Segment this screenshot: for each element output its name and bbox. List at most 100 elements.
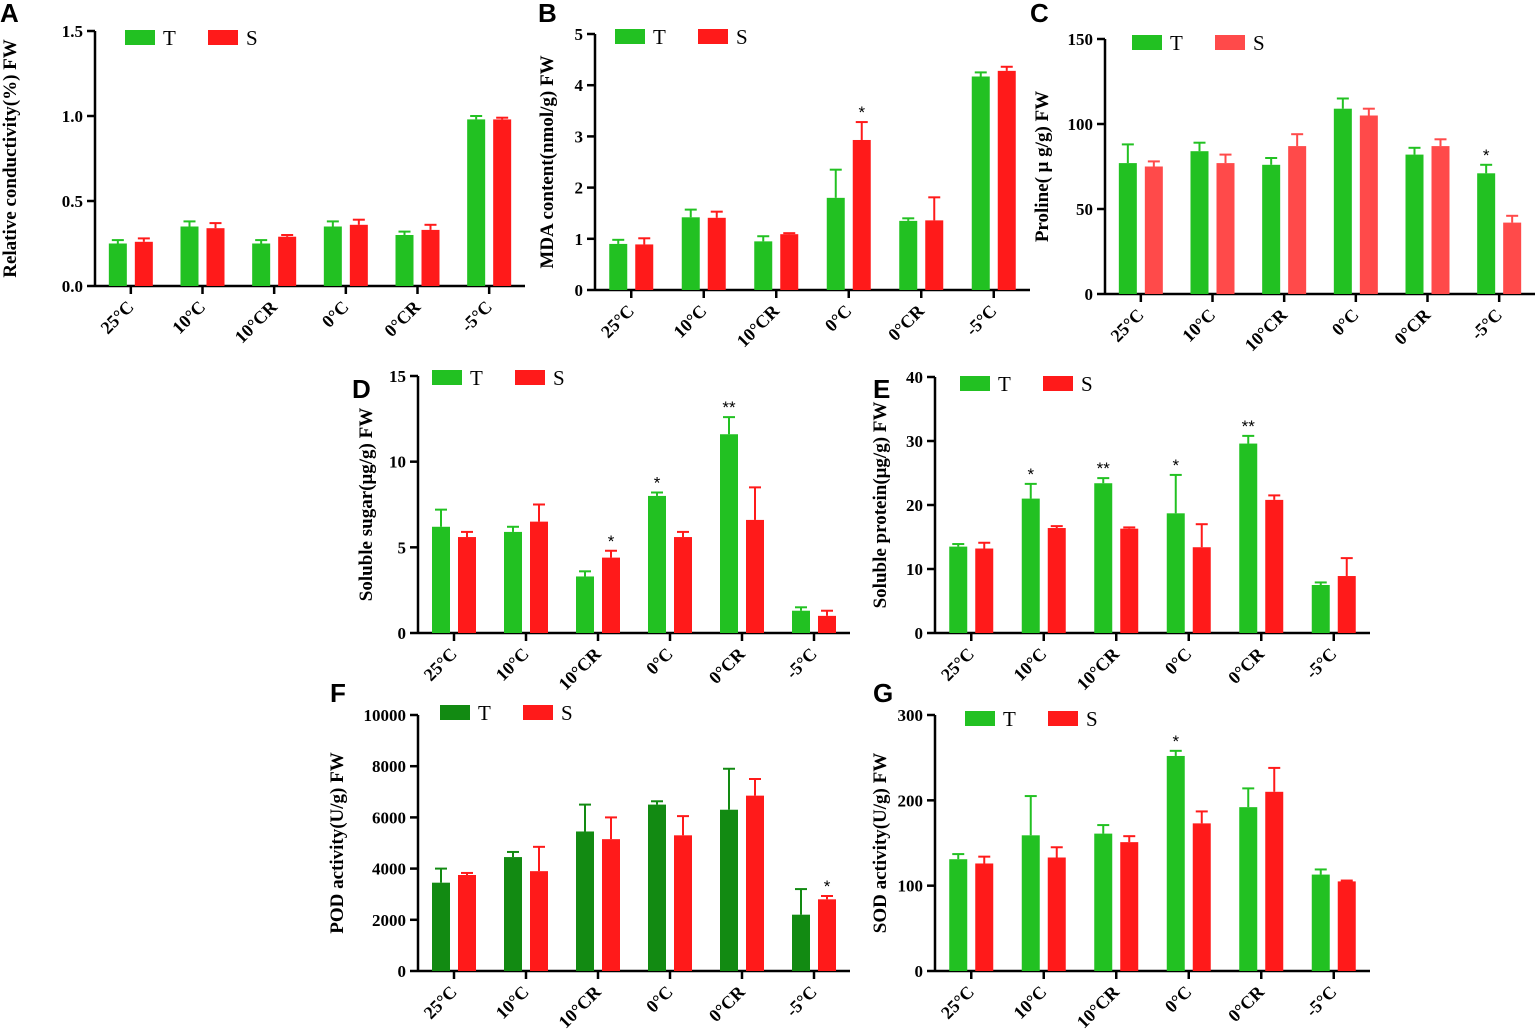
bar-t [899,220,918,290]
significance-marker: * [654,474,661,493]
panel-letter: G [873,678,893,708]
legend-label-t: T [1170,31,1183,55]
bar-t [432,526,450,633]
x-tick-label: 0°CR [884,300,929,345]
significance-marker: * [1172,456,1179,475]
bar-s [1192,823,1211,971]
x-tick-label: 10°CR [733,300,784,351]
bar-s [1503,222,1522,294]
legend-swatch-t [615,29,645,44]
x-tick-label: 0°C [318,297,353,332]
bar-t [754,241,773,290]
bar-t [720,434,738,633]
panel-letter: F [330,678,346,708]
chart-panel-f: F POD activity(U/g) FW 0 2000 4000 6000 8000 10… [327,678,850,1032]
y-tick-label: 2 [575,179,584,198]
legend-swatch-t [432,370,462,385]
x-tick-label: 0°C [1161,982,1196,1017]
y-tick-label: 20 [906,496,923,515]
significance-marker: * [824,877,831,896]
bar-t [504,531,522,633]
x-tick-label: 10°C [492,982,533,1023]
bar-t [1094,483,1113,633]
y-tick-label: 4000 [372,860,406,879]
y-tick-label: 30 [906,432,923,451]
bar-t [1333,108,1352,294]
bar-t [108,243,127,286]
bar-s [780,234,799,290]
significance-marker: * [608,532,615,551]
y-tick-label: 150 [1068,30,1094,49]
y-tick-label: 0 [915,962,924,981]
x-tick-label: 10°C [492,644,533,685]
bar-s [1047,857,1066,971]
x-tick-label: -5°C [1302,982,1341,1021]
y-tick-label: 100 [898,877,924,896]
bar-t [1262,164,1281,294]
bar-s [278,236,297,286]
y-tick-label: 1 [575,230,584,249]
bar-t [395,235,414,286]
bar-t [432,882,450,971]
x-tick-label: 10°C [1009,982,1050,1023]
bar-s [707,217,726,290]
bar-t [792,914,810,971]
significance-marker: ** [1242,417,1256,436]
chart-panel-c: C Proline( μ g/g) FW 0 50 100 150 25°C 10°C 10°C… [1030,0,1535,355]
bar-s [602,557,620,633]
x-tick-label: 10°CR [1241,304,1292,355]
y-tick-label: 10 [906,560,923,579]
chart-panel-b: B MDA content(nmol/g) FW 0 1 2 3 4 5 25°C 10°C 10°… [537,0,1030,351]
x-tick-label: 10°CR [554,643,605,694]
legend-label-t: T [470,366,483,390]
y-tick-label: 0 [398,962,407,981]
y-tick-label: 0 [1085,285,1094,304]
y-tick-label: 8000 [372,757,406,776]
x-tick-label: 0°C [642,982,677,1017]
y-tick-label: 1.5 [62,22,83,41]
x-tick-label: 0°C [821,301,856,336]
bar-t [1190,151,1209,294]
bar-s [1337,881,1356,971]
bar-s [1120,842,1139,971]
y-tick-label: 0 [575,281,584,300]
y-tick-label: 10 [389,453,406,472]
bar-t [323,226,342,286]
bar-s [349,224,368,286]
panel-letter: D [352,374,371,404]
bar-s [493,119,512,287]
bar-s [1216,163,1235,294]
legend-label-t: T [653,25,666,49]
legend-swatch-t [1132,35,1162,50]
bar-t [720,809,738,971]
legend-label-s: S [561,701,573,725]
x-tick-label: 0°CR [1224,981,1269,1026]
bar-s [997,70,1016,290]
legend-label-t: T [478,701,491,725]
legend-label-t: T [998,372,1011,396]
x-tick-label: 25°C [1107,305,1148,346]
bar-t [467,119,486,287]
x-tick-label: -5°C [1302,644,1341,683]
x-tick-label: 10°C [168,297,209,338]
legend-swatch-t [960,376,990,391]
bar-s [925,220,944,290]
legend-swatch-s [208,30,238,45]
bar-s [746,795,764,971]
x-tick-label: 25°C [937,982,978,1023]
y-axis-title: Soluble protein(μg/g) FW [870,402,891,609]
bar-t [576,831,594,971]
significance-marker: * [1483,146,1490,165]
bar-t [1166,755,1185,971]
bar-s [530,521,548,633]
y-tick-label: 1.0 [62,107,83,126]
y-tick-label: 2000 [372,911,406,930]
significance-marker: ** [1097,459,1111,478]
legend-swatch-t [125,30,155,45]
bar-t [792,610,810,633]
y-tick-label: 4 [575,76,584,95]
x-tick-label: -5°C [782,982,821,1021]
bar-s [818,615,836,633]
chart-panel-a: A Relative conductivity(%) FW 0.0 0.5 1.0 1.5… [0,0,525,347]
